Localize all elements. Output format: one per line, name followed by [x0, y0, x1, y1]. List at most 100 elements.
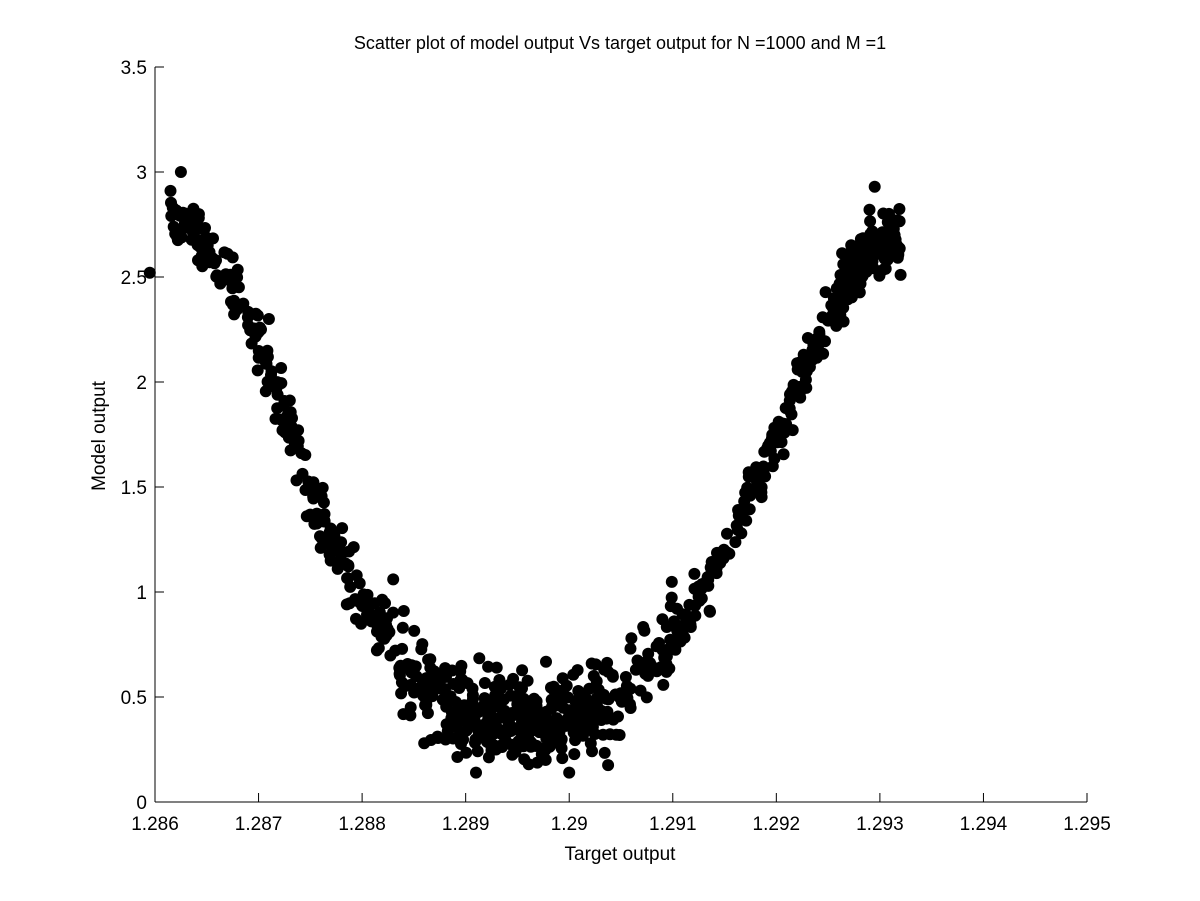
data-point: [221, 268, 233, 281]
data-point: [164, 184, 177, 197]
data-point: [785, 387, 798, 400]
data-point: [597, 688, 610, 701]
data-point: [422, 653, 435, 666]
x-tick-label: 1.29: [551, 814, 588, 835]
data-point: [731, 523, 744, 536]
data-point: [819, 286, 832, 299]
data-point: [440, 718, 453, 731]
data-point: [416, 638, 429, 651]
data-point: [680, 609, 693, 622]
data-point: [629, 663, 642, 676]
data-point: [466, 698, 479, 711]
data-point: [868, 180, 881, 193]
data-point: [173, 209, 186, 222]
data-point: [196, 260, 209, 273]
data-point: [876, 240, 888, 253]
y-tick-label: 1.5: [121, 478, 147, 499]
data-point: [798, 358, 811, 371]
data-point: [583, 682, 596, 695]
data-point: [289, 439, 302, 452]
data-point: [431, 730, 444, 743]
data-point: [231, 263, 244, 276]
data-point: [370, 644, 383, 657]
data-point: [845, 239, 858, 252]
data-point: [777, 448, 790, 461]
data-point: [482, 751, 495, 764]
data-point: [251, 364, 264, 377]
data-point: [830, 311, 843, 324]
data-point: [533, 718, 546, 731]
data-point: [470, 766, 482, 779]
data-point: [290, 474, 303, 487]
data-point: [729, 536, 742, 549]
data-point: [610, 728, 623, 741]
data-point: [302, 475, 315, 488]
data-point: [540, 655, 552, 668]
data-point: [496, 709, 509, 722]
data-point: [766, 432, 778, 445]
data-point: [892, 248, 905, 261]
data-point: [483, 725, 496, 737]
data-point: [883, 207, 895, 220]
data-point: [210, 270, 223, 283]
data-point: [775, 436, 788, 449]
data-point: [323, 548, 336, 561]
data-point: [757, 460, 770, 473]
data-point: [310, 509, 323, 522]
data-point: [490, 661, 503, 674]
data-point: [454, 674, 467, 687]
data-point: [314, 530, 326, 543]
data-point: [552, 684, 565, 697]
data-point: [404, 701, 417, 714]
y-tick-label: 0: [136, 793, 147, 814]
data-point: [563, 766, 576, 779]
x-tick-label: 1.294: [960, 814, 1008, 835]
data-point: [341, 572, 354, 585]
data-point: [624, 642, 637, 655]
y-tick-label: 2: [136, 373, 147, 394]
data-point: [807, 338, 820, 351]
data-point: [336, 522, 349, 535]
data-point: [589, 658, 602, 671]
data-point: [696, 578, 709, 591]
data-point: [418, 737, 431, 750]
data-point: [429, 668, 442, 681]
data-point: [521, 674, 534, 687]
data-point: [572, 685, 585, 697]
data-point: [384, 649, 397, 662]
data-point: [837, 301, 850, 314]
data-point: [335, 536, 348, 549]
data-point: [353, 577, 366, 590]
data-point: [855, 271, 868, 284]
data-point: [261, 375, 274, 388]
data-point: [359, 592, 372, 605]
data-point: [421, 681, 433, 694]
data-point: [325, 529, 338, 541]
data-point: [821, 314, 834, 327]
data-point: [677, 621, 690, 634]
data-point: [342, 560, 355, 573]
data-point: [688, 567, 701, 580]
data-point: [307, 492, 320, 505]
data-point: [864, 215, 877, 228]
data-point: [761, 442, 774, 455]
data-point: [403, 679, 416, 692]
data-points: [143, 166, 907, 779]
data-point: [507, 721, 520, 734]
y-tick-label: 0.5: [121, 688, 147, 709]
data-point: [489, 739, 502, 752]
data-point: [873, 269, 886, 282]
data-point: [472, 725, 485, 737]
data-point: [639, 667, 652, 680]
data-point: [513, 681, 526, 694]
data-point: [397, 605, 410, 617]
data-point: [387, 573, 400, 586]
data-point: [436, 693, 449, 706]
data-point: [478, 677, 491, 689]
data-point: [361, 613, 374, 626]
data-point: [640, 691, 653, 704]
data-point: [624, 682, 637, 695]
data-point: [192, 212, 205, 224]
data-point: [314, 541, 327, 554]
